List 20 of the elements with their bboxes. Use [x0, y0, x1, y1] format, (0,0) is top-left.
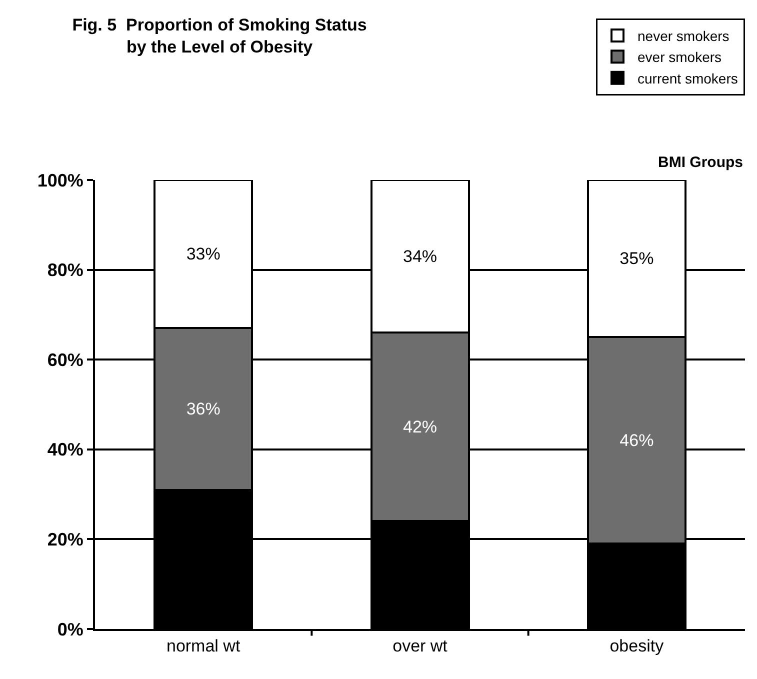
y-tick-label: 0%	[57, 619, 84, 640]
y-tick-label: 40%	[47, 440, 84, 460]
legend-label: never smokers	[638, 28, 730, 44]
data-label: 33%	[186, 244, 220, 264]
y-tick-label: 20%	[47, 530, 84, 550]
data-label: 46%	[620, 430, 654, 450]
x-tick-label: obesity	[610, 636, 664, 656]
x-axis-title: BMI Groups	[658, 154, 743, 171]
y-tick-label: 80%	[47, 260, 84, 280]
chart-title: Fig. 5 Proportion of Smoking Status by the Level of Obesity	[72, 16, 367, 57]
data-label: 35%	[620, 249, 654, 268]
legend-label: ever smokers	[638, 49, 722, 66]
data-label: 34%	[402, 246, 438, 266]
x-tick-label: normal wt	[166, 636, 240, 656]
y-tick-label: 60%	[47, 350, 84, 370]
legend-label: current smokers	[638, 70, 738, 86]
x-tick-label: over wt	[392, 636, 448, 656]
y-tick-label: 100%	[37, 170, 84, 190]
data-label: 36%	[186, 399, 220, 418]
data-label: 42%	[402, 417, 438, 436]
